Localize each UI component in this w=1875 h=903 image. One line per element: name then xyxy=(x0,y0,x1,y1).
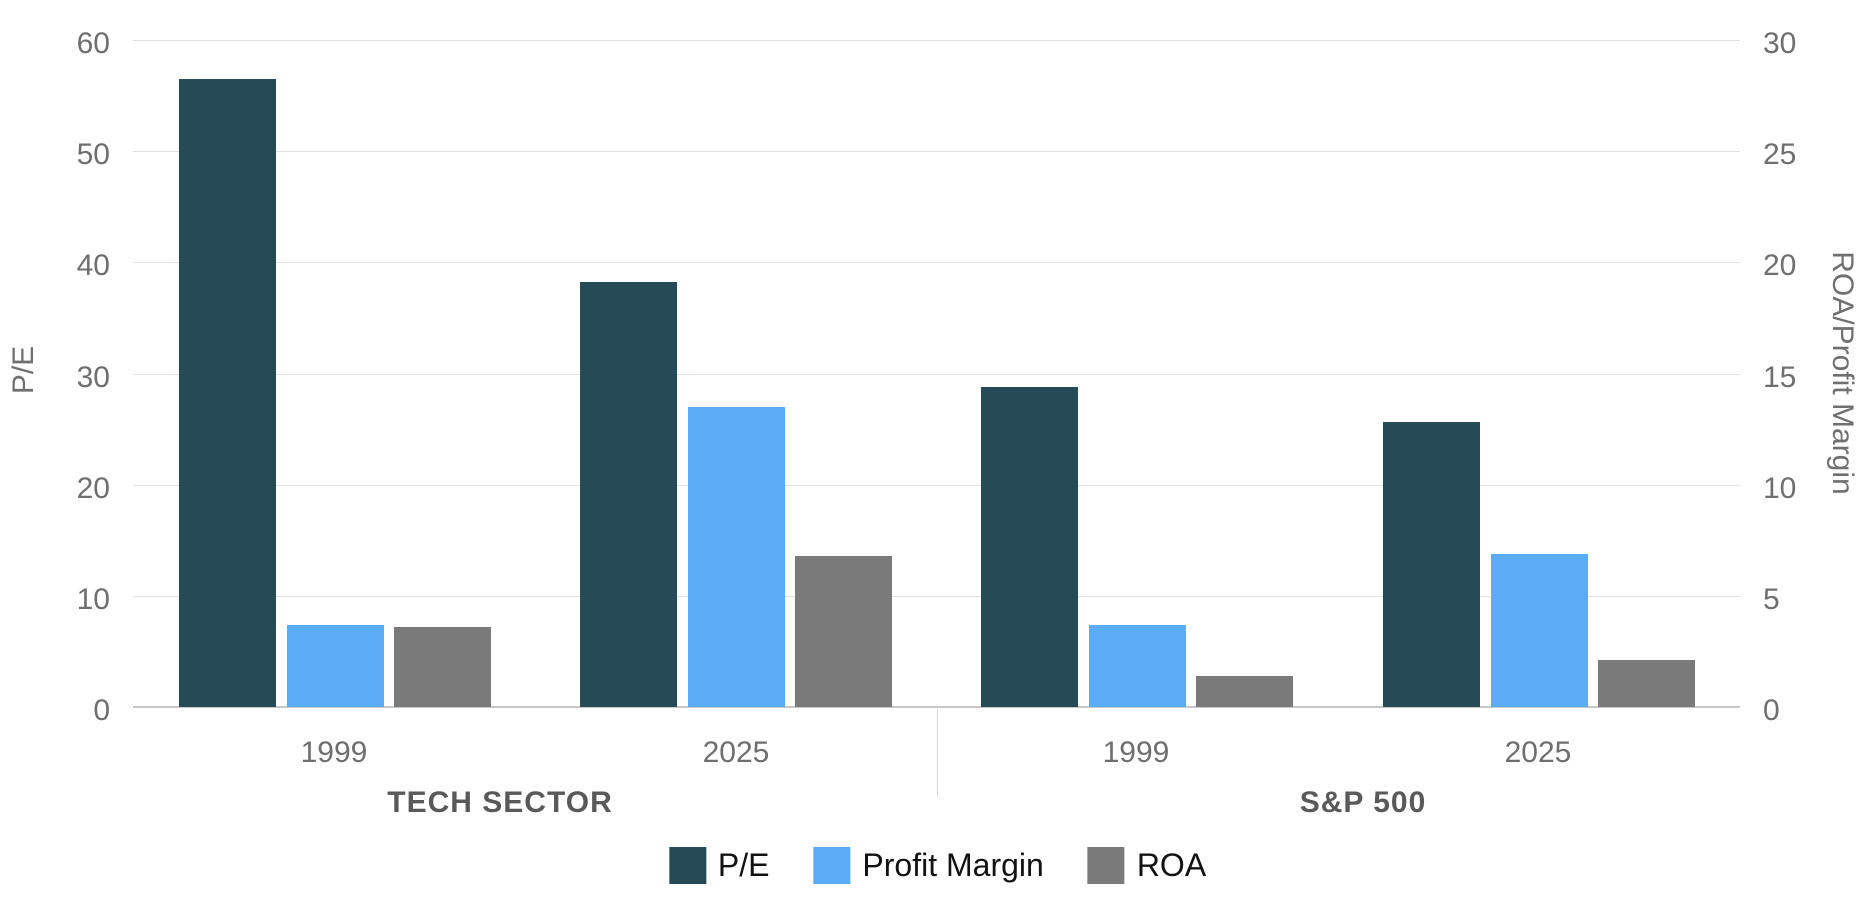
bar-p-e-sp500-2025 xyxy=(1383,422,1480,707)
right-axis-tick-20: 20 xyxy=(1763,249,1797,283)
left-axis-tick-30: 30 xyxy=(76,360,110,394)
left-axis-tick-20: 20 xyxy=(76,471,110,505)
left-axis-tick-60: 60 xyxy=(76,27,110,60)
gridline-10 xyxy=(133,595,1740,597)
right-axis-tick-10: 10 xyxy=(1763,471,1797,505)
category-label-tech-2025: 2025 xyxy=(702,736,770,769)
bar-profit-margin-tech-2025 xyxy=(687,406,785,707)
left-axis-tick-50: 50 xyxy=(76,138,110,172)
section-label-sp500: S&P 500 xyxy=(1299,786,1427,819)
x-axis-line xyxy=(133,706,1740,708)
legend-swatch-p-e xyxy=(668,847,706,884)
category-label-sp500-2025: 2025 xyxy=(1504,736,1572,769)
section-divider-line xyxy=(937,707,938,797)
bar-roa-tech-2025 xyxy=(794,555,892,707)
legend-swatch-profit-margin xyxy=(813,847,851,884)
bar-profit-margin-sp500-1999 xyxy=(1088,624,1186,707)
category-label-sp500-1999: 1999 xyxy=(1102,736,1170,769)
right-axis-tick-30: 30 xyxy=(1763,27,1797,60)
gridline-60 xyxy=(133,40,1740,41)
category-label-tech-1999: 1999 xyxy=(300,736,368,769)
legend-label-profit-margin: Profit Margin xyxy=(862,847,1044,883)
plot-area xyxy=(133,40,1740,708)
right-axis-tick-15: 15 xyxy=(1763,360,1797,394)
bar-profit-margin-sp500-2025 xyxy=(1490,553,1588,707)
left-axis-tick-40: 40 xyxy=(76,249,110,283)
left-axis-tick-10: 10 xyxy=(76,582,110,616)
legend-swatch-roa xyxy=(1087,847,1125,884)
bar-roa-tech-1999 xyxy=(393,626,491,707)
bar-roa-sp500-1999 xyxy=(1195,675,1293,707)
section-label-tech-sector: TECH SECTOR xyxy=(387,786,613,819)
right-axis-tick-0: 0 xyxy=(1763,694,1780,727)
bar-roa-sp500-2025 xyxy=(1597,660,1695,707)
left-axis-tick-0: 0 xyxy=(93,694,110,727)
gridline-30 xyxy=(133,373,1740,375)
gridline-50 xyxy=(133,151,1740,153)
legend-label-roa: ROA xyxy=(1136,847,1207,883)
right-axis-tick-25: 25 xyxy=(1763,138,1797,172)
legend-item-profit-margin: Profit Margin xyxy=(813,847,1044,884)
legend: P/E Profit Margin ROA xyxy=(668,847,1207,884)
legend-label-p-e: P/E xyxy=(717,847,770,883)
legend-item-p-e: P/E xyxy=(668,847,770,884)
gridline-40 xyxy=(133,262,1740,264)
bar-profit-margin-tech-1999 xyxy=(286,624,384,707)
bar-p-e-tech-2025 xyxy=(580,282,677,707)
bar-p-e-tech-1999 xyxy=(179,78,276,707)
gridline-20 xyxy=(133,484,1740,486)
bar-p-e-sp500-1999 xyxy=(981,386,1078,707)
right-axis-tick-5: 5 xyxy=(1763,582,1780,616)
legend-item-roa: ROA xyxy=(1087,847,1207,884)
